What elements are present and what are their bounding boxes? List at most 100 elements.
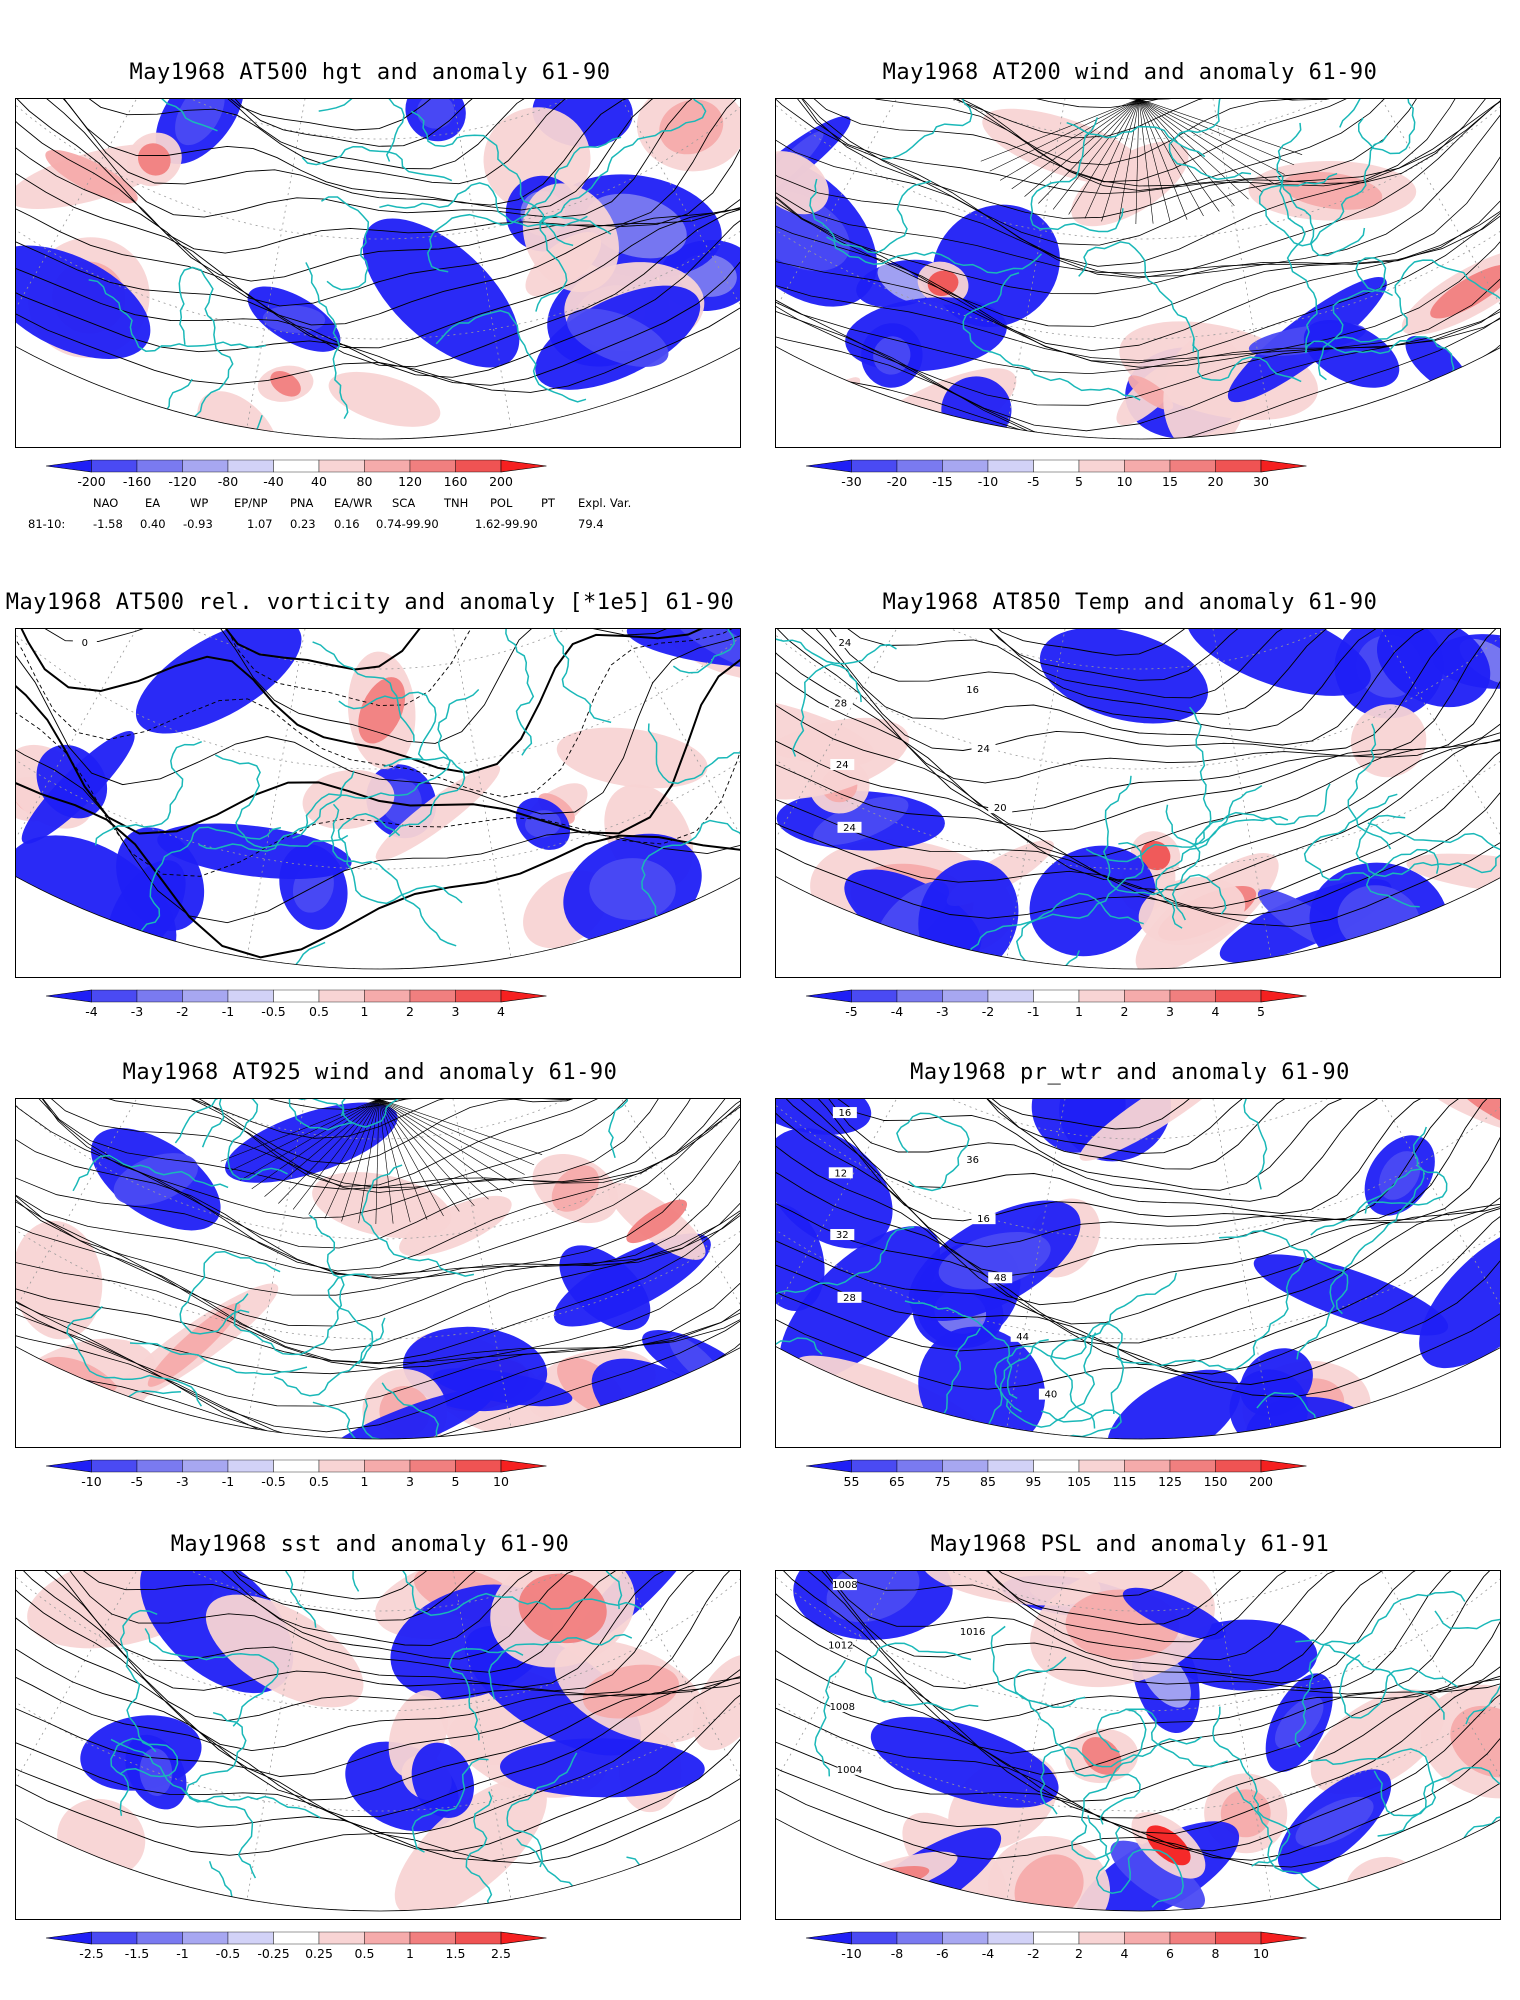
index-value-explvar: 79.4: [578, 517, 604, 531]
coastline: [72, 1154, 229, 1192]
colorbar-segment: [227, 459, 274, 473]
streamline: [16, 1099, 740, 1187]
colorbar-segment: [227, 1931, 274, 1945]
positive-anomaly-area: [672, 1410, 728, 1439]
positive-anomaly-area: [776, 717, 909, 800]
map-frame: [15, 98, 741, 448]
panel-title: May1968 PSL and anomaly 61-91: [930, 1532, 1330, 1557]
coastline: [305, 262, 349, 419]
contour-label-bg: [960, 684, 985, 696]
colorbar-tick-label: -200: [77, 474, 106, 489]
positive-anomaly-area: [1138, 876, 1246, 946]
coastline: [896, 1112, 970, 1192]
coastline: [1085, 706, 1212, 863]
coastline: [88, 279, 267, 352]
positive-anomaly-area: [16, 1220, 103, 1340]
streamline: [239, 1099, 380, 1181]
streamline: [776, 99, 1500, 195]
coastline: [273, 1317, 386, 1397]
colorbar-segment: [1033, 1459, 1080, 1473]
contour-line: [16, 99, 740, 254]
coastline: [1295, 1639, 1445, 1720]
coastline: [380, 1571, 642, 1616]
coastline: [110, 1738, 257, 1879]
colorbar-segment: [851, 1459, 898, 1473]
contour-line: [776, 1099, 1500, 1398]
streamline: [16, 1099, 740, 1327]
map-layer: [16, 1571, 740, 1911]
colorbar-segment: [318, 459, 365, 473]
contour-line: [16, 1571, 740, 1673]
coastline: [338, 691, 437, 761]
colorbar-swatches: [46, 1931, 547, 1945]
contour-label: 16: [977, 1214, 990, 1225]
streamline: [341, 1099, 380, 1222]
contour-label-bg: [830, 759, 855, 771]
coastline: [427, 136, 622, 273]
streamline: [1135, 99, 1140, 224]
negative-anomaly-area: [776, 1099, 872, 1135]
colorbar-segment: [1169, 459, 1216, 473]
anomaly-core: [139, 1748, 173, 1796]
colorbar-segment: [1215, 1459, 1262, 1473]
positive-anomaly-area: [375, 764, 501, 861]
streamline: [776, 99, 1500, 375]
coastline: [448, 1648, 524, 1741]
map-layer: [16, 629, 740, 969]
colorbar: -5 -4 -3 -2 -1 1 2 3 4 5: [806, 988, 1466, 1028]
index-value-pna: 0.23: [290, 517, 316, 531]
coastline: [506, 1752, 578, 1868]
anomaly-core: [671, 629, 740, 674]
contour-line: [776, 1099, 1500, 1375]
negative-anomaly-area: [779, 1226, 941, 1382]
colorbar-tick-label: -1: [176, 1946, 189, 1961]
contour-label-bg: [960, 1626, 985, 1638]
coastline: [608, 1099, 660, 1159]
negative-anomaly-area: [776, 1203, 825, 1312]
contour-line: [16, 629, 740, 835]
map-canvas: [16, 99, 740, 440]
contour-label-bg: [832, 1579, 857, 1591]
colorbar-segment: [896, 1459, 943, 1473]
anomaly-core: [938, 1232, 1051, 1290]
anomaly-core: [1274, 1696, 1324, 1750]
contour-line: [16, 629, 740, 959]
contour-label: 16: [838, 1108, 851, 1119]
streamline: [16, 1099, 740, 1365]
colorbar-segment: [136, 1931, 183, 1945]
colorbar-tick-label: -160: [122, 474, 152, 489]
colorbar-arrow-left: [46, 1459, 92, 1473]
contour-line: [16, 1571, 740, 1777]
streamline: [1038, 99, 1140, 204]
coastline: [233, 1214, 345, 1356]
contour-label: 28: [843, 1293, 856, 1304]
contour-label-bg: [960, 1154, 985, 1166]
contour-label-bg: [830, 1229, 855, 1241]
panel-wind200: May1968 AT200 wind and anomaly 61-90 -30…: [760, 0, 1501, 500]
contour-line: [776, 1099, 1500, 1222]
streamline: [776, 99, 1500, 246]
coastline: [379, 182, 588, 228]
coastline: [201, 1099, 288, 1180]
contour-label: 40: [1045, 1390, 1058, 1401]
index-header-wp: WP: [190, 496, 209, 510]
coastline: [451, 629, 535, 756]
contour-line: [16, 629, 740, 815]
coastline: [1155, 784, 1263, 929]
coastline: [198, 770, 355, 852]
map-frame: 0: [15, 628, 741, 978]
coastline: [1005, 1332, 1097, 1428]
positive-anomaly-area: [1346, 1856, 1415, 1907]
negative-anomaly-area: [362, 218, 520, 368]
coastline: [1296, 1126, 1428, 1360]
anomaly-core: [582, 1664, 679, 1719]
contour-line: [776, 1099, 1500, 1214]
coastline: [1258, 135, 1388, 247]
colorbar-tick-label: 40: [311, 474, 327, 489]
streamline: [324, 1099, 380, 1219]
negative-anomaly-area: [1376, 629, 1491, 708]
colorbar-tick-label: 1: [1075, 1004, 1083, 1019]
contour-line: [16, 629, 740, 924]
anomaly-core: [776, 190, 850, 271]
coastline: [1294, 1590, 1466, 1748]
